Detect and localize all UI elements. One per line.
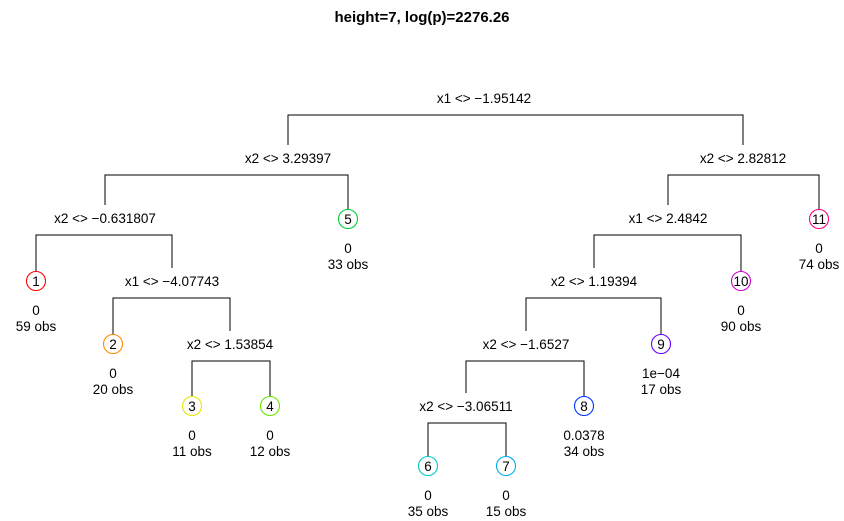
leaf-node: 10 090 obs — [721, 270, 762, 334]
leaf-circle — [337, 208, 359, 230]
leaf-obs: 12 obs — [250, 444, 291, 459]
leaf-value: 0 — [815, 241, 823, 256]
leaf-node: 7 015 obs — [486, 455, 527, 519]
leaf-id: 1 — [32, 274, 40, 289]
split-label: x2 <> −1.6527 — [483, 337, 570, 352]
leaf-node: 11 074 obs — [799, 208, 840, 272]
leaf-id: 5 — [344, 212, 352, 227]
leaf-circle — [573, 395, 595, 417]
leaf-value: 0 — [424, 488, 432, 503]
split-label: x2 <> 2.82812 — [700, 151, 786, 166]
leaf-circle — [102, 333, 124, 355]
leaf-value: 0 — [109, 366, 117, 381]
leaf-node: 2 020 obs — [93, 333, 134, 397]
tree-edge-s3 — [667, 174, 820, 209]
leaf-obs: 17 obs — [641, 382, 682, 397]
split-label: x2 <> −3.06511 — [419, 399, 512, 414]
leaf-obs: 20 obs — [93, 382, 134, 397]
leaf-value: 0.0378 — [563, 428, 604, 443]
leaf-id: 3 — [188, 399, 196, 414]
split-label: x2 <> −0.631807 — [54, 211, 156, 226]
split-label: x1 <> −1.95142 — [437, 91, 531, 106]
leaf-circle — [650, 333, 672, 355]
leaf-obs: 74 obs — [799, 257, 840, 272]
leaf-value: 0 — [344, 241, 352, 256]
leaf-id: 11 — [812, 212, 826, 227]
leaf-id: 9 — [657, 337, 665, 352]
leaf-value: 0 — [188, 428, 196, 443]
tree-nodes: x1 <> −1.95142 x2 <> 3.29397 x2 <> 2.82812… — [16, 91, 840, 519]
leaf-id: 2 — [109, 337, 117, 352]
leaf-node: 3 011 obs — [172, 395, 212, 459]
leaf-value: 1e−04 — [642, 366, 680, 381]
leaf-circle — [259, 395, 281, 417]
leaf-value: 0 — [266, 428, 274, 443]
split-label: x1 <> 2.4842 — [629, 211, 708, 226]
leaf-id: 8 — [580, 399, 588, 414]
tree-edge-s1 — [287, 114, 744, 145]
leaf-obs: 11 obs — [172, 444, 212, 459]
leaf-obs: 15 obs — [486, 504, 527, 519]
tree-edge-s8 — [525, 297, 662, 334]
leaf-circle — [25, 270, 47, 292]
tree-edge-s9 — [465, 360, 585, 396]
split-label: x2 <> 1.53854 — [187, 337, 274, 352]
leaf-circle — [417, 455, 439, 477]
leaf-obs: 34 obs — [564, 444, 605, 459]
leaf-node: 1 059 obs — [16, 270, 57, 334]
tree-edge-s4 — [35, 234, 173, 271]
leaf-node: 5 033 obs — [328, 208, 369, 272]
leaf-id: 7 — [502, 459, 510, 474]
leaf-obs: 59 obs — [16, 319, 57, 334]
leaf-obs: 33 obs — [328, 257, 369, 272]
tree-edge-s10 — [427, 422, 507, 456]
diagram-title: height=7, log(p)=2276.26 — [334, 9, 509, 26]
leaf-value: 0 — [502, 488, 510, 503]
split-label: x1 <> −4.07743 — [125, 274, 219, 289]
tree-edge-s5 — [112, 297, 231, 334]
tree-edge-s2 — [104, 174, 349, 209]
leaf-circle — [181, 395, 203, 417]
split-label: x2 <> 3.29397 — [245, 151, 331, 166]
tree-edges — [35, 114, 820, 456]
leaf-circle — [730, 270, 752, 292]
leaf-obs: 35 obs — [408, 504, 449, 519]
split-label: x2 <> 1.19394 — [551, 274, 638, 289]
leaf-id: 6 — [424, 459, 432, 474]
leaf-value: 0 — [32, 303, 40, 318]
leaf-id: 4 — [266, 399, 274, 414]
tree-edge-s7 — [593, 234, 742, 271]
leaf-node: 6 035 obs — [408, 455, 449, 519]
leaf-circle — [495, 455, 517, 477]
tree-edge-s6 — [191, 360, 271, 396]
leaf-id: 10 — [733, 274, 748, 289]
leaf-circle — [808, 208, 830, 230]
leaf-obs: 90 obs — [721, 319, 762, 334]
leaf-node: 4 012 obs — [250, 395, 291, 459]
leaf-value: 0 — [737, 303, 745, 318]
